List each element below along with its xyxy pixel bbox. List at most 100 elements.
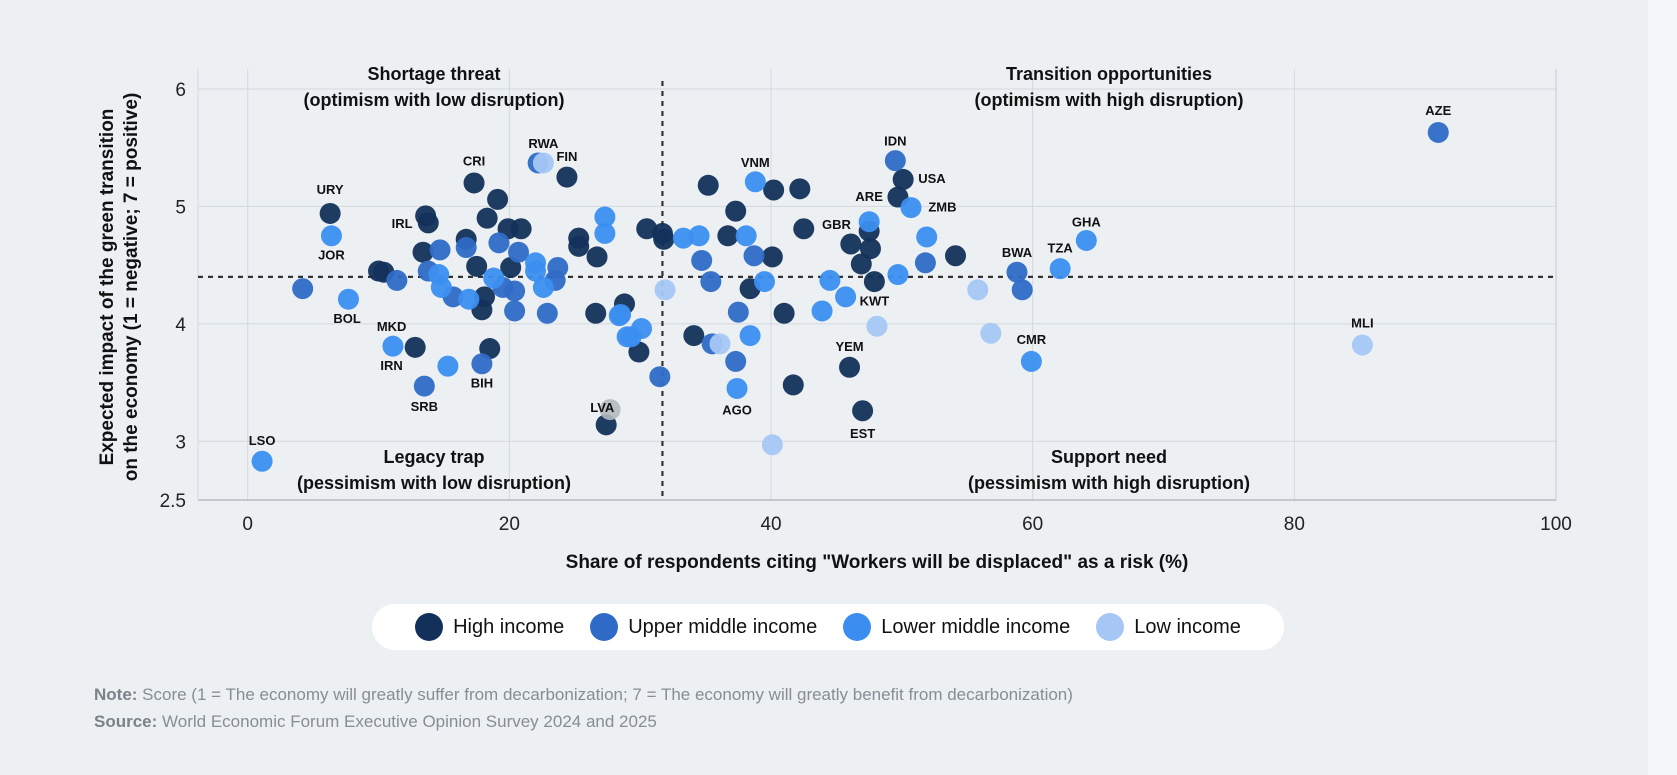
data-point-upper-middle-income xyxy=(508,241,530,263)
data-point-high-income xyxy=(840,233,862,255)
legend-item-upper-middle-income: Upper middle income xyxy=(590,613,817,641)
data-point-high-income xyxy=(697,174,719,196)
data-point-lower-middle-income xyxy=(525,260,547,282)
data-point-unclassified xyxy=(599,399,621,421)
y-tick-label: 3 xyxy=(175,432,186,453)
country-label: GHA xyxy=(1072,215,1102,230)
data-point-upper-middle-income xyxy=(292,278,314,300)
data-point-high-income xyxy=(859,238,881,260)
data-point-upper-middle-income xyxy=(488,232,510,254)
data-point-upper-middle-income xyxy=(649,366,671,388)
data-point-lower-middle-income xyxy=(819,269,841,291)
data-point-lower-middle-income xyxy=(726,377,748,399)
data-point-lower-middle-income xyxy=(337,288,359,310)
data-point-lower-middle-income xyxy=(483,267,505,289)
data-point-lower-middle-income xyxy=(900,197,922,219)
country-label: CRI xyxy=(463,154,485,169)
country-label: MKD xyxy=(377,319,407,334)
data-point-high-income xyxy=(585,302,607,324)
legend-label: High income xyxy=(453,615,565,638)
legend-label: Lower middle income xyxy=(881,615,1071,638)
data-point-high-income xyxy=(944,245,966,267)
quadrant-subtitle: (pessimism with low disruption) xyxy=(296,473,572,493)
data-point-high-income xyxy=(793,218,815,240)
data-point-upper-middle-income xyxy=(691,249,713,271)
country-label: GBR xyxy=(822,217,852,232)
source-text: World Economic Forum Executive Opinion S… xyxy=(157,712,657,731)
legend-item-low-income: Low income xyxy=(1096,613,1241,641)
data-point-upper-middle-income xyxy=(455,237,477,259)
data-point-low-income xyxy=(709,333,731,355)
data-point-upper-middle-income xyxy=(413,375,435,397)
data-point-upper-middle-income xyxy=(1427,121,1449,143)
quadrant-label-bottom-left: Legacy trap (pessimism with low disrupti… xyxy=(297,444,571,496)
data-point-lower-middle-income xyxy=(744,171,766,193)
data-point-lower-middle-income xyxy=(811,300,833,322)
data-point-upper-middle-income xyxy=(504,280,526,302)
legend: High income Upper middle income Lower mi… xyxy=(372,604,1284,650)
legend-swatch xyxy=(843,613,872,641)
legend-swatch xyxy=(415,613,444,641)
x-tick-label: 60 xyxy=(1022,514,1043,535)
data-point-low-income xyxy=(654,279,676,301)
quadrant-title: Legacy trap xyxy=(383,447,485,467)
country-label: TZA xyxy=(1048,241,1074,256)
legend-item-high-income: High income xyxy=(415,613,564,641)
quadrant-label-top-left: Shortage threat (optimism with low disru… xyxy=(304,61,565,113)
right-edge-strip xyxy=(1648,0,1677,775)
data-point-upper-middle-income xyxy=(536,302,558,324)
country-label: LSO xyxy=(249,433,276,448)
country-label: URY xyxy=(317,182,344,197)
data-point-high-income xyxy=(789,178,811,200)
data-point-lower-middle-income xyxy=(739,325,761,347)
note: Note: Score (1 = The economy will greatl… xyxy=(94,685,1073,705)
data-point-high-income xyxy=(556,166,578,188)
data-point-upper-middle-income xyxy=(386,269,408,291)
data-point-lower-middle-income xyxy=(1020,350,1042,372)
x-tick-label: 20 xyxy=(499,514,520,535)
x-tick-label: 40 xyxy=(760,514,781,535)
data-point-lower-middle-income xyxy=(320,225,342,247)
data-point-lower-middle-income xyxy=(594,222,616,244)
country-label: RWA xyxy=(528,136,559,151)
data-point-high-income xyxy=(412,241,434,263)
data-point-high-income xyxy=(368,260,390,282)
legend-label: Upper middle income xyxy=(628,615,818,638)
y-axis-title-line: on the economy (1 = negative; 7 = positi… xyxy=(121,92,142,482)
country-label: IRL xyxy=(392,216,413,231)
data-point-high-income xyxy=(510,218,532,240)
data-point-low-income xyxy=(866,315,888,337)
data-point-low-income xyxy=(1351,334,1373,356)
country-label: USA xyxy=(918,171,946,186)
y-axis-title-line: Expected impact of the green transition xyxy=(97,108,118,466)
quadrant-label-top-right: Transition opportunities (optimism with … xyxy=(975,61,1244,113)
country-label: IRN xyxy=(380,358,402,373)
quadrant-title: Support need xyxy=(1050,447,1167,467)
x-tick-label: 0 xyxy=(242,514,253,535)
legend-label: Low income xyxy=(1134,615,1241,638)
country-label: IDN xyxy=(884,134,906,149)
data-point-lower-middle-income xyxy=(835,286,857,308)
country-label: FIN xyxy=(556,149,577,164)
legend-swatch xyxy=(1096,613,1125,641)
country-label: JOR xyxy=(318,248,345,263)
data-point-high-income xyxy=(404,336,426,358)
quadrant-subtitle: (optimism with high disruption) xyxy=(974,90,1244,110)
country-label: YEM xyxy=(835,339,863,354)
data-point-upper-middle-income xyxy=(700,271,722,293)
data-point-high-income xyxy=(417,212,439,234)
legend-swatch xyxy=(590,613,619,641)
data-point-high-income xyxy=(568,235,590,257)
data-point-lower-middle-income xyxy=(430,276,452,298)
data-point-upper-middle-income xyxy=(743,245,765,267)
data-point-high-income xyxy=(782,374,804,396)
data-point-high-income xyxy=(773,302,795,324)
country-label: KWT xyxy=(860,293,890,308)
y-tick-label: 2.5 xyxy=(160,491,186,512)
y-tick-label: 4 xyxy=(175,315,186,336)
data-point-high-income xyxy=(850,253,872,275)
x-tick-label: 100 xyxy=(1540,514,1572,535)
data-point-lower-middle-income xyxy=(916,226,938,248)
note-text: Score (1 = The economy will greatly suff… xyxy=(137,685,1073,704)
